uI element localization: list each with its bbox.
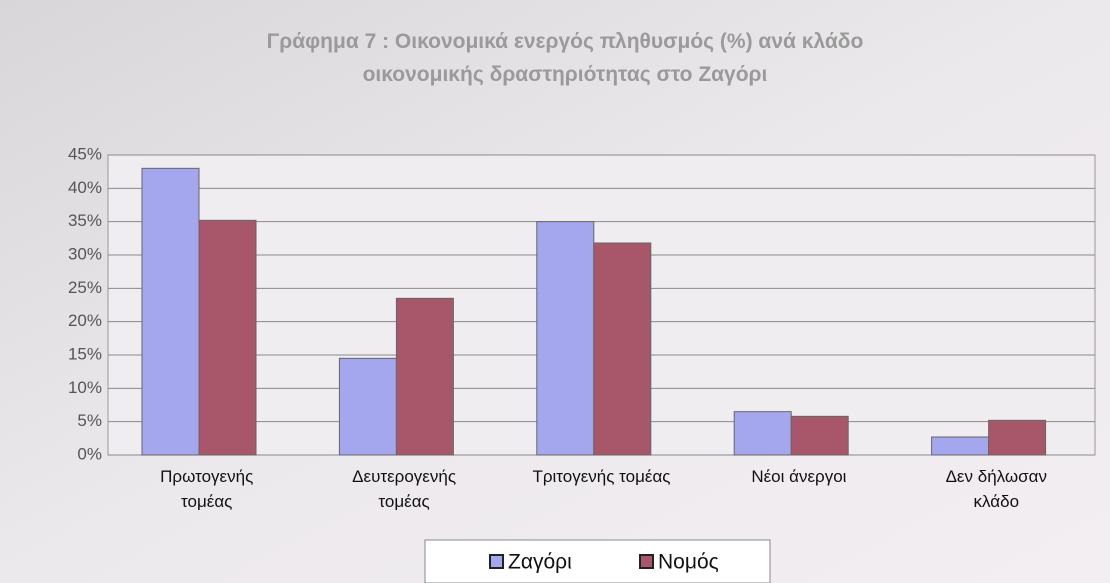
bar	[733, 411, 792, 456]
y-tick-label: 35%	[68, 211, 102, 230]
chart-title: Γράφημα 7 : Οικονομικά ενεργός πληθυσμός…	[267, 30, 864, 86]
bar	[593, 242, 652, 456]
x-tick-label: Πρωτογενής τομέας	[160, 467, 253, 511]
bar	[198, 219, 257, 456]
legend-swatch	[639, 554, 654, 569]
legend	[424, 539, 771, 583]
y-tick-label: 20%	[68, 311, 102, 330]
legend-label: Νομός	[658, 551, 719, 574]
x-tick-label: Νέοι άνεργοι	[751, 467, 846, 486]
legend-swatch	[489, 554, 504, 569]
bar	[790, 415, 849, 456]
x-tick-label: Δευτερογενής τομέας	[352, 467, 456, 511]
y-tick-label: 45%	[68, 144, 102, 163]
bar	[988, 419, 1047, 456]
y-tick-label: 15%	[68, 344, 102, 363]
y-tick-label: 25%	[68, 278, 102, 297]
y-tick-label: 0%	[77, 444, 102, 463]
y-tick-label: 40%	[68, 178, 102, 197]
legend-label: Ζαγόρι	[508, 551, 572, 574]
y-tick-label: 30%	[68, 244, 102, 263]
y-tick-label: 10%	[68, 378, 102, 397]
bar	[141, 167, 200, 456]
bar	[931, 436, 990, 456]
x-tick-label: Δεν δήλωσαν κλάδο	[946, 467, 1047, 511]
y-tick-label: 5%	[77, 411, 102, 430]
bar	[395, 297, 454, 456]
x-tick-label: Τριτογενής τομέας	[532, 467, 670, 486]
bar	[338, 357, 397, 456]
bar	[536, 221, 595, 456]
